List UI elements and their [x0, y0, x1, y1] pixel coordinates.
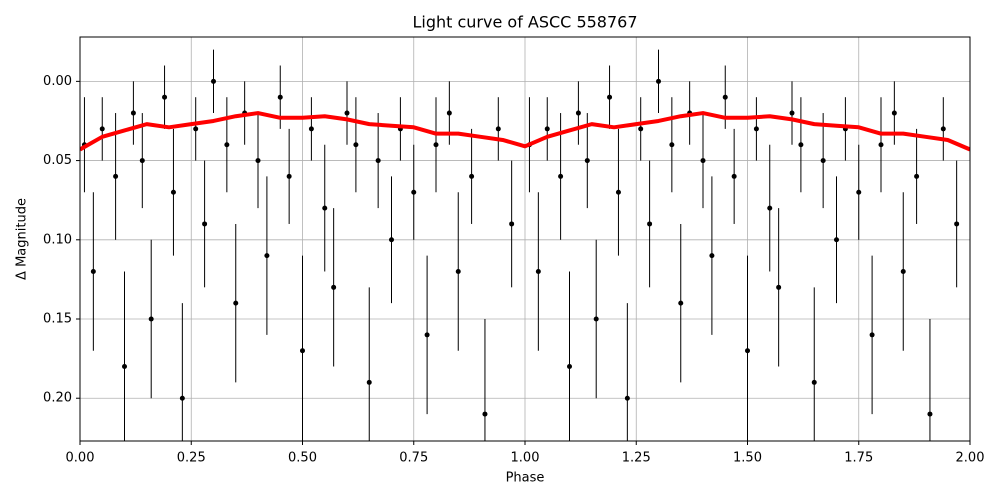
data-point [607, 94, 613, 100]
data-point [593, 316, 599, 322]
data-point [264, 253, 270, 259]
data-point [233, 300, 239, 306]
plot-area [80, 49, 970, 441]
x-tick-label: 0.25 [177, 451, 206, 466]
data-point [411, 189, 417, 195]
data-point [433, 142, 439, 148]
data-point [891, 110, 897, 116]
data-point [331, 284, 337, 290]
data-point [927, 411, 933, 417]
data-point [322, 205, 328, 211]
data-point [820, 158, 826, 164]
data-point [869, 332, 875, 338]
data-point [700, 158, 706, 164]
data-point [469, 173, 475, 179]
data-point [424, 332, 430, 338]
x-tick-label: 0.00 [66, 451, 95, 466]
chart-title: Light curve of ASCC 558767 [412, 13, 637, 32]
data-point [776, 284, 782, 290]
data-point [722, 94, 728, 100]
data-point [113, 173, 119, 179]
data-point [575, 110, 581, 116]
trend-line [80, 111, 970, 152]
data-point [193, 126, 199, 132]
data-point [709, 253, 715, 259]
data-point [558, 173, 564, 179]
x-tick-label: 2.00 [956, 451, 985, 466]
x-tick-label: 0.50 [288, 451, 317, 466]
data-point [202, 221, 208, 227]
data-point [389, 237, 394, 243]
x-tick-label: 0.75 [399, 451, 428, 466]
x-axis-label: Phase [506, 471, 545, 486]
y-tick-label: 0.20 [43, 391, 72, 406]
x-tick-label: 1.25 [622, 451, 651, 466]
data-point [544, 126, 550, 132]
data-point [669, 142, 675, 148]
data-point [308, 126, 314, 132]
data-point [139, 158, 145, 164]
y-tick-label: 0.10 [43, 232, 72, 247]
data-point [789, 110, 795, 116]
data-point [90, 268, 96, 274]
data-point [731, 173, 737, 179]
data-point [914, 173, 920, 179]
data-point [286, 173, 292, 179]
data-point [122, 364, 127, 370]
data-point [211, 78, 216, 84]
data-point [277, 94, 283, 100]
data-point [567, 364, 572, 370]
data-point [179, 395, 185, 401]
data-point [678, 300, 684, 306]
data-point [647, 221, 653, 227]
data-point [535, 268, 541, 274]
plot-frame [79, 36, 971, 442]
data-point [834, 237, 839, 243]
data-point [455, 268, 461, 274]
data-point [446, 110, 452, 116]
grid [79, 37, 971, 441]
y-tick-label: 0.05 [43, 153, 72, 168]
data-point [375, 158, 381, 164]
data-point [745, 348, 750, 354]
data-point [300, 348, 305, 354]
data-point [255, 158, 261, 164]
data-point [162, 94, 168, 100]
y-tick-label: 0.15 [43, 312, 72, 327]
x-tick-label: 1.50 [733, 451, 762, 466]
data-point [170, 189, 176, 195]
data-point [638, 126, 644, 132]
data-point [900, 268, 906, 274]
data-point [753, 126, 759, 132]
data-point [940, 126, 946, 132]
data-point [615, 189, 621, 195]
data-point [495, 126, 501, 132]
data-point [99, 126, 105, 132]
data-point [878, 142, 884, 148]
data-point [344, 110, 350, 116]
data-point [482, 411, 488, 417]
data-point [148, 316, 154, 322]
data-point [353, 142, 359, 148]
y-axis-label: Δ Magnitude [15, 198, 30, 280]
data-point [811, 379, 817, 385]
data-point [767, 205, 773, 211]
data-point [856, 189, 862, 195]
x-tick-label: 1.00 [511, 451, 540, 466]
data-point [656, 78, 661, 84]
data-point [584, 158, 590, 164]
data-point [130, 110, 136, 116]
x-tick-label: 1.75 [844, 451, 873, 466]
data-point [366, 379, 372, 385]
data-point [798, 142, 804, 148]
data-point [509, 221, 515, 227]
axes: 0.00 0.25 0.50 0.75 1.00 1.25 1.50 1.75 2.00 0.00… [43, 74, 984, 466]
data-point [954, 221, 960, 227]
y-tick-label: 0.00 [43, 74, 72, 89]
data-point [224, 142, 230, 148]
data-point [624, 395, 630, 401]
